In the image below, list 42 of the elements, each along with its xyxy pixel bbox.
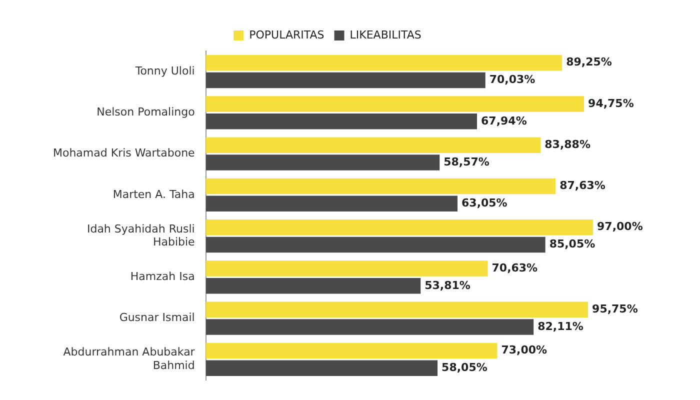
data-label: 53,81% [424, 278, 470, 292]
bar [206, 72, 486, 88]
data-label: 97,00% [597, 220, 643, 234]
y-tick-label: Marten A. Taha [112, 188, 195, 201]
data-label: 95,75% [592, 302, 638, 316]
data-label: 67,94% [481, 114, 527, 128]
bar [206, 342, 498, 359]
data-label: 94,75% [588, 96, 634, 110]
data-label: 82,11% [538, 320, 584, 333]
y-tick-label: Nelson Pomalingo [96, 106, 196, 119]
bar [206, 54, 562, 71]
data-label: 73,00% [501, 344, 548, 357]
bar [206, 96, 584, 112]
bar [206, 219, 594, 236]
data-label: 83,88% [544, 138, 590, 151]
bar [206, 319, 534, 335]
bar [206, 236, 546, 253]
y-tick-label: Mohamad Kris Wartabone [52, 146, 196, 160]
data-label: 85,05% [549, 238, 596, 251]
bar [206, 260, 488, 276]
data-label: 89,25% [566, 56, 612, 69]
data-label: 70,03% [489, 73, 536, 86]
y-tick-label: Tonny Uloli [134, 64, 195, 78]
data-label: 63,05% [462, 196, 508, 210]
bar [206, 196, 458, 212]
bar [206, 137, 541, 153]
y-tick-label: Idah Syahidah Rusli Habibie [86, 222, 196, 249]
bar [206, 278, 421, 294]
data-label: 70,63% [492, 261, 538, 274]
y-tick-label: Gusnar Ismail [119, 311, 195, 324]
bar [206, 360, 438, 376]
data-label: 87,63% [560, 179, 606, 192]
bar [206, 302, 588, 318]
y-tick-label: Hamzah Isa [130, 270, 195, 284]
data-label: 58,05% [442, 361, 488, 374]
bar [206, 178, 556, 194]
data-label: 58,57% [444, 155, 490, 168]
bar [206, 154, 440, 170]
legend-label: POPULARITAS [249, 28, 324, 42]
y-tick-label: Abdurrahman Abubakar Bahmid [63, 346, 196, 372]
bar [206, 114, 478, 130]
legend-label: LIKEABILITAS [350, 28, 422, 42]
